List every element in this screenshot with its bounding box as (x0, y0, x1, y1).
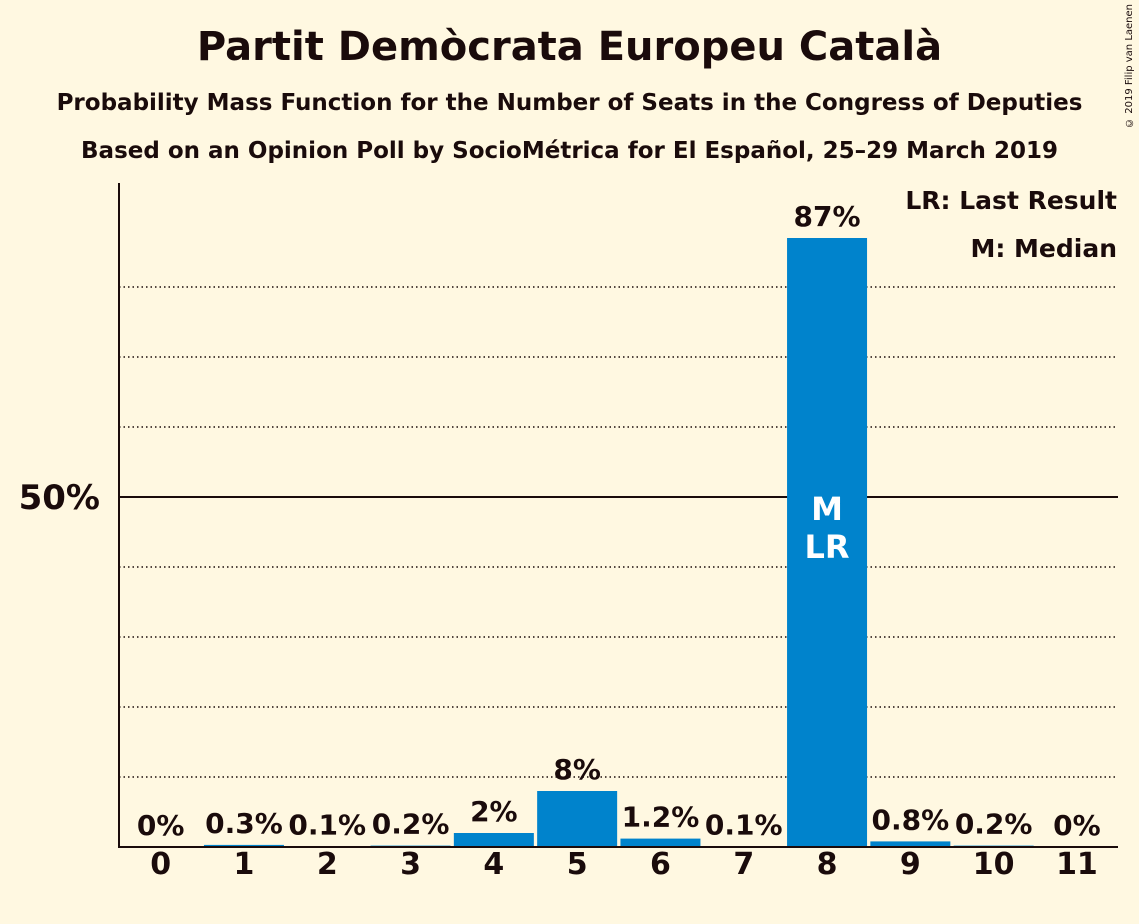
chart-subtitle: Probability Mass Function for the Number… (56, 90, 1083, 116)
legend-entry: LR: Last Result (905, 186, 1117, 215)
data-label: 0.8% (872, 803, 950, 836)
bar-6 (620, 838, 701, 847)
legend-entry: M: Median (970, 234, 1117, 263)
data-label: 0% (137, 809, 185, 842)
bar-8 (787, 238, 868, 847)
data-label: 0.2% (372, 808, 450, 841)
data-label: 0% (1053, 809, 1101, 842)
chart-title: Partit Demòcrata Europeu Català (196, 24, 943, 70)
chart-source: Based on an Opinion Poll by SocioMétrica… (81, 138, 1058, 164)
data-label: 0.1% (705, 808, 783, 841)
bar-1 (203, 844, 284, 847)
data-label: 1.2% (622, 801, 700, 834)
x-tick-label: 11 (1056, 847, 1098, 882)
x-tick-label: 6 (650, 847, 671, 882)
x-tick-label: 2 (317, 847, 338, 882)
x-tick-label: 7 (733, 847, 754, 882)
data-label: 0.2% (955, 808, 1033, 841)
data-label: 8% (553, 753, 601, 786)
x-tick-label: 0 (150, 847, 171, 882)
bar-5 (537, 791, 618, 847)
x-tick-label: 3 (400, 847, 421, 882)
x-tick-label: 1 (234, 847, 255, 882)
bar-9 (870, 841, 951, 847)
bar-annotation: LR (805, 528, 850, 566)
data-label: 87% (794, 200, 861, 233)
data-label: 2% (470, 795, 518, 828)
y-tick-label: 50% (19, 478, 100, 518)
x-tick-label: 9 (900, 847, 921, 882)
data-label: 0.3% (205, 807, 283, 840)
data-label: 0.1% (288, 808, 366, 841)
bar-4 (453, 833, 534, 847)
x-tick-label: 10 (973, 847, 1015, 882)
x-tick-label: 5 (567, 847, 588, 882)
bar-annotation: M (811, 490, 843, 528)
x-tick-label: 4 (483, 847, 504, 882)
x-tick-label: 8 (817, 847, 838, 882)
